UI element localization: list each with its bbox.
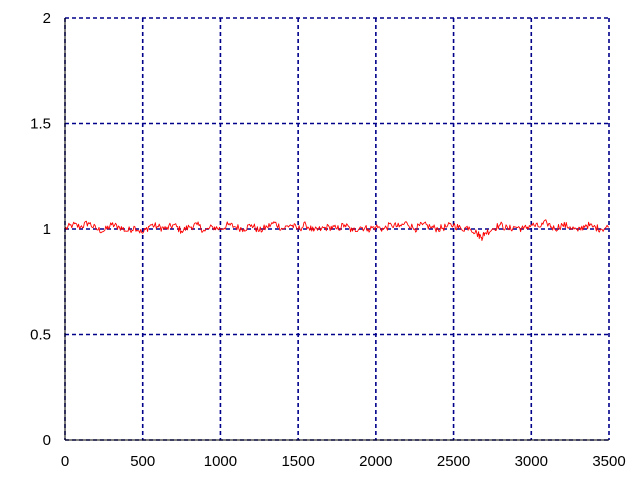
y-tick-label: 1.5 xyxy=(30,116,51,133)
y-tick-label: 0 xyxy=(43,432,51,449)
y-axis-tick-labels: 0 0.5 1 1.5 2 xyxy=(30,10,51,449)
x-tick-label: 1000 xyxy=(204,453,237,470)
x-tick-label: 3500 xyxy=(592,453,625,470)
series-line-0 xyxy=(64,219,610,241)
x-tick-label: 3000 xyxy=(515,453,548,470)
x-tick-label: 1500 xyxy=(281,453,314,470)
y-tick-label: 1 xyxy=(43,221,51,238)
y-tick-label: 2 xyxy=(43,10,51,27)
x-tick-label: 2000 xyxy=(359,453,392,470)
series-layer xyxy=(64,219,610,241)
x-axis-tick-labels: 0 500 1000 1500 2000 2500 3000 3500 xyxy=(61,453,626,470)
x-tick-label: 2500 xyxy=(437,453,470,470)
plot-frame xyxy=(64,18,609,441)
x-tick-label: 0 xyxy=(61,453,69,470)
y-tick-label: 0.5 xyxy=(30,327,51,344)
x-tick-label: 500 xyxy=(130,453,155,470)
